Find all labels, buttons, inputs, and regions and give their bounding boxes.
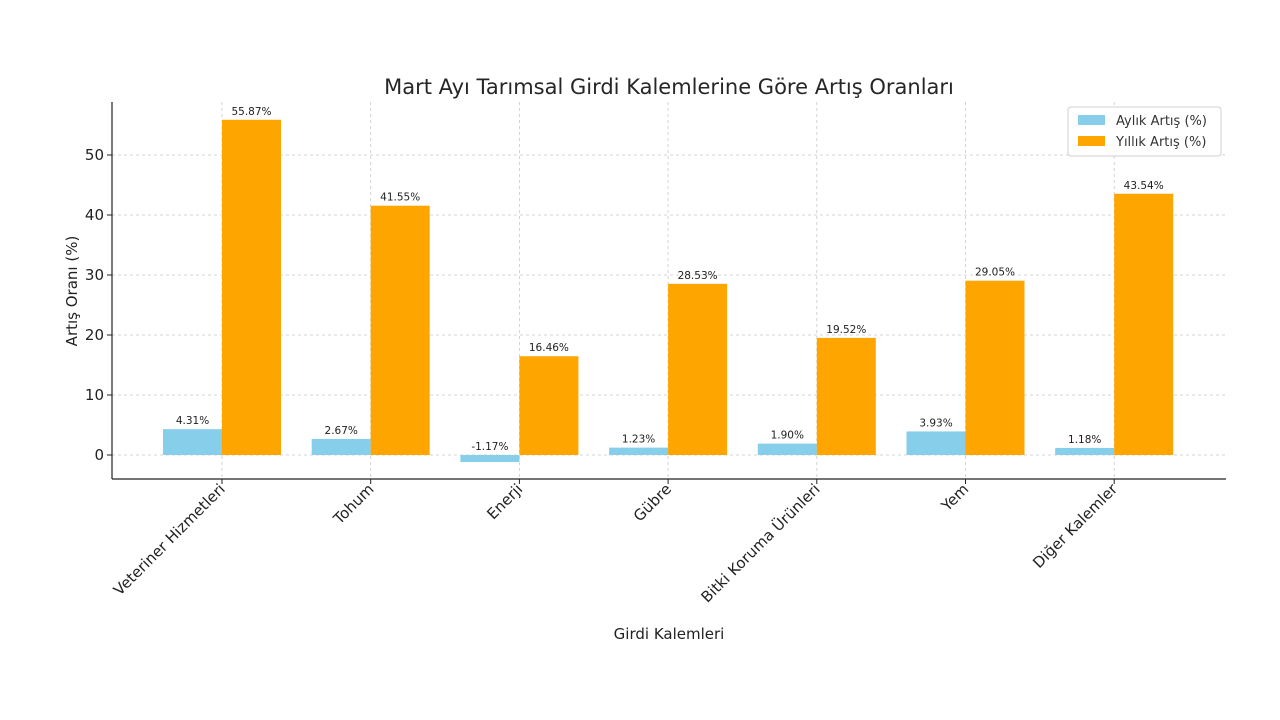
bar-yearly [965,280,1025,455]
data-label: 19.52% [826,324,866,336]
category-label: Enerji [483,480,526,523]
legend-swatch-yearly [1078,136,1105,146]
data-label: 1.18% [1068,434,1101,446]
bar-monthly [460,455,520,463]
axis-layer [111,102,1226,480]
data-label: 43.54% [1124,180,1164,192]
bar-monthly [311,438,371,455]
y-tick-label: 50 [85,146,104,164]
data-label: 4.31% [176,415,209,427]
legend-label-yearly: Yıllık Artış (%) [1115,135,1206,150]
y-tick-label: 20 [85,326,104,344]
chart-title: Mart Ayı Tarımsal Girdi Kalemlerine Göre… [384,75,954,99]
category-label: Bitki Koruma Ürünleri [697,479,824,606]
y-tick-label: 40 [85,206,104,224]
data-label: 28.53% [678,270,718,282]
x-ticks: Veteriner Hizmetleri Tohum Enerji Gübre Bitk… [110,479,1122,606]
data-label: -1.17% [471,441,508,453]
data-label: 55.87% [231,106,271,118]
y-axis-label: Artış Oranı (%) [63,236,81,347]
category-label: Veteriner Hizmetleri [110,480,229,599]
data-label: 1.23% [622,434,655,446]
bar-monthly [163,429,222,455]
y-tick-label: 30 [85,266,104,284]
bar-layer [163,119,1174,463]
y-ticks: 0 10 20 30 40 50 [85,146,112,464]
bar-yearly [519,356,579,455]
bar-monthly [757,443,817,455]
bar-monthly [906,431,966,455]
data-label: 29.05% [975,267,1015,279]
bar-yearly [222,119,281,455]
x-axis-label: Girdi Kalemleri [614,625,725,643]
category-label: Yem [937,480,972,515]
data-label: 1.90% [771,430,804,442]
bar-yearly [370,205,430,455]
data-label: 2.67% [325,425,358,437]
category-label: Diğer Kalemler [1029,480,1121,572]
bar-monthly [609,447,669,455]
data-label: 3.93% [919,417,952,429]
legend-box [1067,106,1222,157]
data-label: 16.46% [529,342,569,354]
category-label: Gübre [630,480,675,525]
bar-monthly [1055,447,1115,455]
legend-swatch-monthly [1078,115,1105,125]
y-tick-label: 0 [94,446,104,464]
data-labels: 4.31% 55.87% 2.67% 41.55% -1.17% 16.46% 1.23% 2… [176,106,1164,453]
y-tick-label: 10 [85,386,104,404]
category-label: Tohum [329,480,377,528]
bar-yearly [816,337,876,455]
bar-yearly [668,283,728,455]
data-label: 41.55% [380,192,420,204]
bar-yearly [1114,193,1174,455]
legend: Aylık Artış (%) Yıllık Artış (%) [1067,106,1222,157]
legend-label-monthly: Aylık Artış (%) [1116,114,1207,129]
